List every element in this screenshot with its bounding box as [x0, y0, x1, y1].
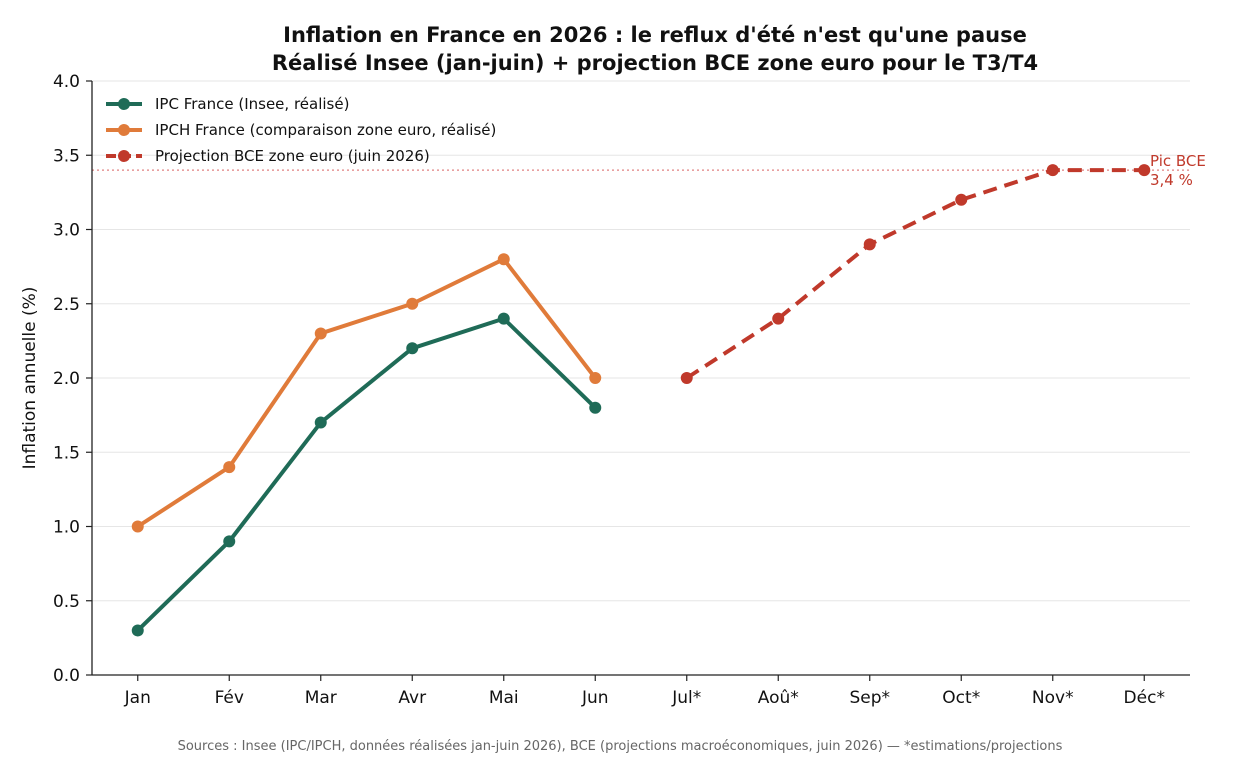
x-tick-label-7: Aoû*	[758, 688, 799, 708]
legend-label-1: IPCH France (comparaison zone euro, réal…	[155, 121, 496, 139]
annotation-line-2: 3,4 %	[1150, 171, 1193, 189]
x-tick-label-4: Mai	[489, 688, 519, 708]
y-tick-label-6: 3.0	[53, 221, 80, 241]
series-0-point-3	[406, 342, 419, 355]
peak-annotation: Pic BCE 3,4 %	[1150, 152, 1206, 189]
x-tick-label-3: Avr	[398, 688, 426, 708]
x-tick-label-10: Nov*	[1032, 688, 1074, 708]
legend-label-0: IPC France (Insee, réalisé)	[155, 95, 349, 113]
y-tick-label-2: 1.0	[53, 518, 80, 538]
series-2-point-5	[1138, 164, 1151, 177]
legend-marker-2	[118, 150, 130, 162]
series-2-point-3	[955, 193, 968, 206]
chart-subtitle: Réalisé Insee (jan-juin) + projection BC…	[272, 51, 1038, 75]
x-tick-label-8: Sep*	[849, 688, 890, 708]
series-group	[131, 164, 1151, 637]
series-0-point-0	[131, 624, 144, 637]
series-line-1	[135, 257, 598, 529]
series-1-point-1	[223, 461, 236, 474]
x-axis-ticks: Jan Fév Mar Avr Mai Jun Jul* Aoû* Sep* Oct* Nov* Dé…	[124, 675, 1165, 708]
series-2-point-4	[1046, 164, 1059, 177]
series-1-point-5	[589, 372, 602, 384]
legend: IPC France (Insee, réalisé) IPCH France (…	[106, 95, 496, 165]
y-tick-label-4: 2.0	[53, 369, 80, 389]
x-tick-label-6: Jul*	[671, 688, 701, 708]
series-0-point-5	[589, 401, 602, 414]
y-tick-label-8: 4.0	[53, 72, 80, 92]
series-1-point-0	[131, 520, 144, 533]
x-tick-label-1: Fév	[215, 688, 244, 708]
series-0-point-4	[497, 312, 510, 325]
y-axis-label: Inflation annuelle (%)	[20, 287, 40, 470]
series-line-0	[135, 316, 598, 633]
y-tick-label-0: 0.0	[53, 666, 80, 686]
x-tick-label-11: Déc*	[1124, 688, 1165, 708]
x-tick-label-0: Jan	[124, 688, 151, 708]
x-tick-label-5: Jun	[581, 688, 609, 708]
y-tick-label-7: 3.5	[53, 146, 80, 166]
legend-marker-0	[118, 98, 130, 110]
series-0-point-2	[314, 416, 327, 429]
chart-title: Inflation en France en 2026 : le reflux …	[283, 23, 1027, 47]
gridlines	[92, 80, 1190, 602]
annotation-line-1: Pic BCE	[1150, 152, 1206, 170]
legend-marker-1	[118, 124, 130, 136]
legend-label-2: Projection BCE zone euro (juin 2026)	[155, 147, 430, 165]
series-1-point-2	[314, 327, 327, 340]
series-1-point-3	[406, 297, 419, 310]
y-tick-label-1: 0.5	[53, 592, 80, 612]
series-0-point-1	[223, 535, 236, 548]
x-tick-label-2: Mar	[305, 688, 337, 708]
y-axis-ticks: 0.0 0.5 1.0 1.5 2.0 2.5 3.0 3.5 4.0	[53, 72, 92, 686]
y-tick-label-5: 2.5	[53, 295, 80, 315]
series-2-point-0	[680, 372, 693, 384]
series-2-point-2	[863, 238, 876, 251]
series-2-point-1	[772, 312, 785, 325]
x-tick-label-9: Oct*	[942, 688, 980, 708]
source-note: Sources : Insee (IPC/IPCH, données réali…	[178, 739, 1063, 754]
y-tick-label-3: 1.5	[53, 443, 80, 463]
series-1-point-4	[497, 253, 510, 266]
series-line-2	[685, 168, 1145, 380]
